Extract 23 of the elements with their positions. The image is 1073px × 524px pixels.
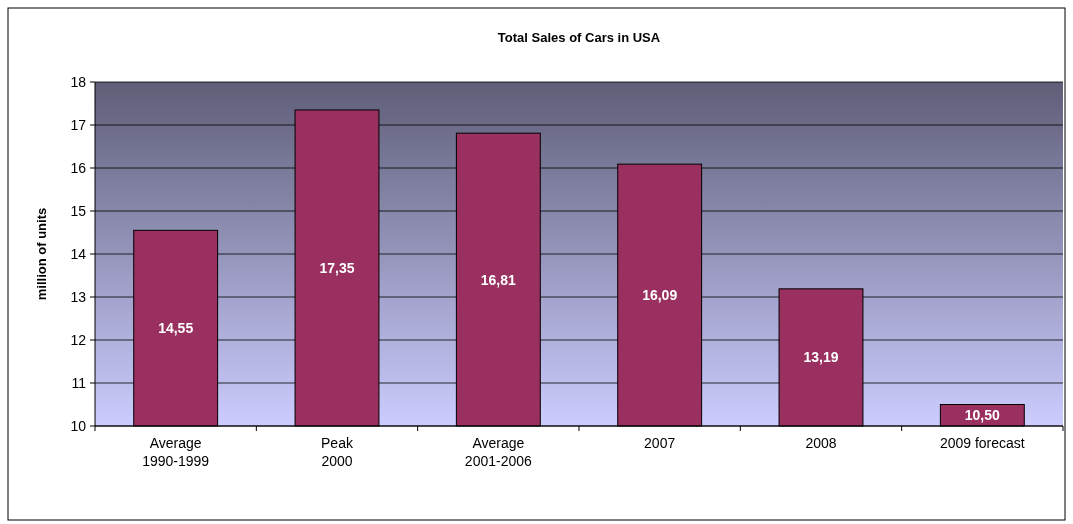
x-tick-label: 2007 (644, 435, 676, 451)
x-tick-label: 2008 (805, 435, 837, 451)
y-tick-label: 13 (70, 289, 87, 305)
data-label: 10,50 (964, 407, 1001, 424)
y-axis-title: million of units (34, 207, 49, 301)
x-tick-label: 2009 forecast (939, 435, 1025, 451)
y-tick-label: 18 (70, 74, 87, 90)
data-label: 16,81 (480, 271, 517, 288)
y-tick-label: 17 (70, 117, 87, 133)
y-tick-label: 12 (70, 332, 87, 348)
x-tick-label: Average 2001-2006 (464, 435, 533, 469)
x-tick-label: Peak 2000 (321, 435, 354, 469)
y-tick-label: 16 (70, 160, 87, 176)
y-tick-label: 14 (70, 246, 87, 262)
chart-title: Total Sales of Cars in USA (497, 30, 661, 45)
x-tick-label: Average 1990-1999 (142, 435, 210, 469)
y-tick-label: 15 (70, 203, 87, 219)
data-label: 17,35 (319, 259, 355, 276)
y-tick-label: 11 (71, 375, 87, 391)
data-label: 16,09 (642, 287, 678, 304)
y-tick-label: 10 (70, 418, 87, 434)
data-label: 14,55 (158, 320, 194, 337)
data-label: 13,19 (803, 349, 839, 366)
